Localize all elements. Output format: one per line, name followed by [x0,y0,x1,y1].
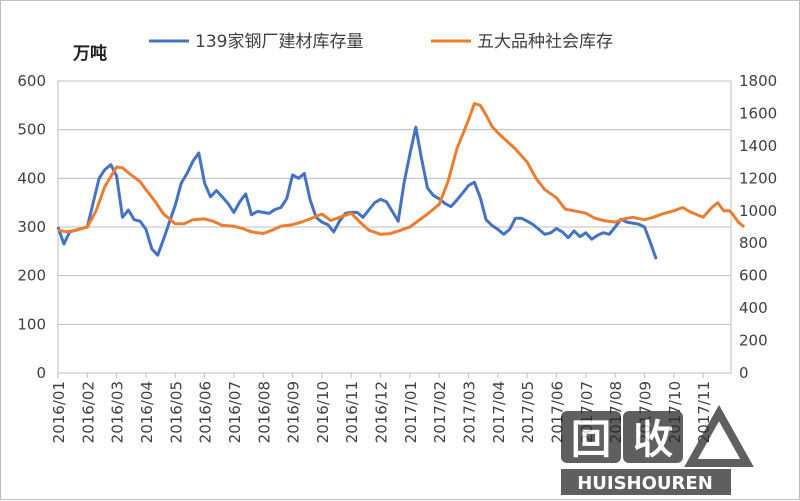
right-axis-tick-label: 1600 [739,104,777,122]
right-axis-tick-label: 1000 [739,202,777,220]
left-axis-tick-label: 200 [17,267,46,285]
left-axis-tick-label: 500 [17,121,46,139]
x-axis-tick-label: 2016/12 [373,381,391,443]
right-axis-tick-label: 1200 [739,169,777,187]
left-axis-tick-label: 300 [17,218,46,236]
series-line-steel-inventory [56,125,658,260]
left-axis-tick-label: 600 [17,72,46,90]
legend: 139家钢厂建材库存量 五大品种社会库存 [149,32,613,52]
x-axis-tick-label: 2016/03 [109,381,127,443]
watermark-char: 收 [633,417,673,463]
watermark-text: HUISHOUREN [577,473,713,494]
x-axis-tick-label: 2017/01 [402,381,420,443]
x-axis-tick-label: 2016/10 [314,381,332,443]
legend-label-social-inventory: 五大品种社会库存 [477,32,613,52]
x-axis-tick-label: 2016/04 [138,381,156,443]
x-axis-tick-label: 2017/04 [490,381,508,443]
watermark-box-2 [623,411,683,463]
x-axis-tick-label: 2016/11 [343,381,361,443]
legend-label-steel-inventory: 139家钢厂建材库存量 [195,32,363,52]
left-axis-tick-label: 100 [17,315,46,333]
gridlines [57,80,732,374]
x-axis-tick-label: 2016/09 [285,381,303,443]
x-axis-tick-label: 2017/02 [431,381,449,443]
left-axis-ticks: 0 100 200 300 400 500 600 [17,72,46,382]
right-axis-ticks: 0 200 400 600 800 1000 1200 1400 1600 1800 [739,72,777,382]
right-axis-tick-label: 1400 [739,137,777,155]
right-axis-tick-label: 600 [739,267,768,285]
watermark-triangle-icon [684,404,754,467]
left-axis-tick-label: 0 [36,364,46,382]
left-axis-tick-label: 400 [17,169,46,187]
watermark-logo: HUISHOUREN 回收 [561,404,754,495]
series-lines [56,102,746,260]
watermark-banner [561,469,731,495]
left-axis-unit-label: 万吨 [72,43,107,64]
right-axis-tick-label: 1800 [739,72,777,90]
x-axis-tick-label: 2016/06 [197,381,215,443]
watermark-box-1 [561,411,621,463]
watermark-char: 回 [571,417,611,463]
x-axis-tick-label: 2017/03 [461,381,479,443]
right-axis-tick-label: 800 [739,234,768,252]
right-axis-tick-label: 400 [739,299,768,317]
x-axis-tick-label: 2016/05 [167,381,185,443]
x-axis-tick-label: 2016/02 [79,381,97,443]
x-axis-tick-label: 2016/01 [50,381,68,443]
right-axis-tick-label: 0 [739,364,749,382]
x-axis-tick-label: 2016/07 [226,381,244,443]
x-axis-tick-label: 2016/08 [255,381,273,443]
x-axis-tick-label: 2017/05 [519,381,537,443]
series-line-social-inventory [57,102,746,236]
right-axis-tick-label: 200 [739,332,768,350]
